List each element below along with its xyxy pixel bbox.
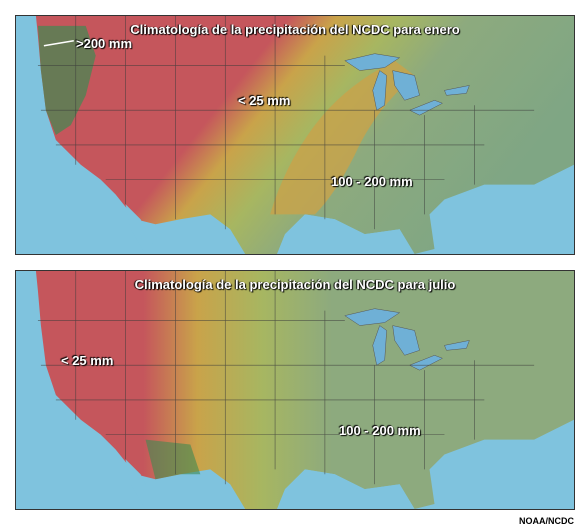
label-under-25mm: < 25 mm [61, 353, 114, 368]
january-map-panel: Climatología de la precipitación del NCD… [15, 15, 575, 255]
lake-huron [392, 70, 420, 101]
gulf-of-california [125, 459, 156, 509]
lake-erie [408, 355, 444, 371]
image-credit: NOAA/NCDC [519, 516, 574, 526]
pointer-line-icon [43, 40, 74, 47]
july-precip-map [16, 271, 574, 509]
label-100-200mm: 100 - 200 mm [339, 423, 421, 438]
label-100-200mm: 100 - 200 mm [331, 174, 413, 189]
land-us [35, 16, 574, 254]
gulf-of-california [125, 204, 156, 254]
lake-michigan [372, 70, 387, 111]
lake-huron [392, 325, 420, 356]
july-map-panel: Climatología de la precipitación del NCD… [15, 270, 575, 510]
january-map-title: Climatología de la precipitación del NCD… [130, 22, 460, 37]
lake-michigan [372, 325, 387, 366]
lake-ontario [444, 340, 470, 351]
monsoon-southwest [145, 439, 201, 480]
label-under-25mm: < 25 mm [238, 93, 291, 108]
lake-superior [344, 308, 401, 326]
january-precip-map [16, 16, 574, 254]
lake-erie [408, 100, 444, 116]
wet-northwest [37, 25, 96, 135]
state-boundaries [37, 16, 535, 230]
label-over-200mm: >200 mm [76, 36, 133, 51]
gulf-of-mexico [277, 469, 415, 509]
july-map-title: Climatología de la precipitación del NCD… [134, 277, 456, 292]
gulf-of-mexico [277, 214, 415, 254]
lake-superior [344, 53, 401, 71]
lake-ontario [444, 85, 470, 96]
state-boundaries [37, 271, 535, 485]
